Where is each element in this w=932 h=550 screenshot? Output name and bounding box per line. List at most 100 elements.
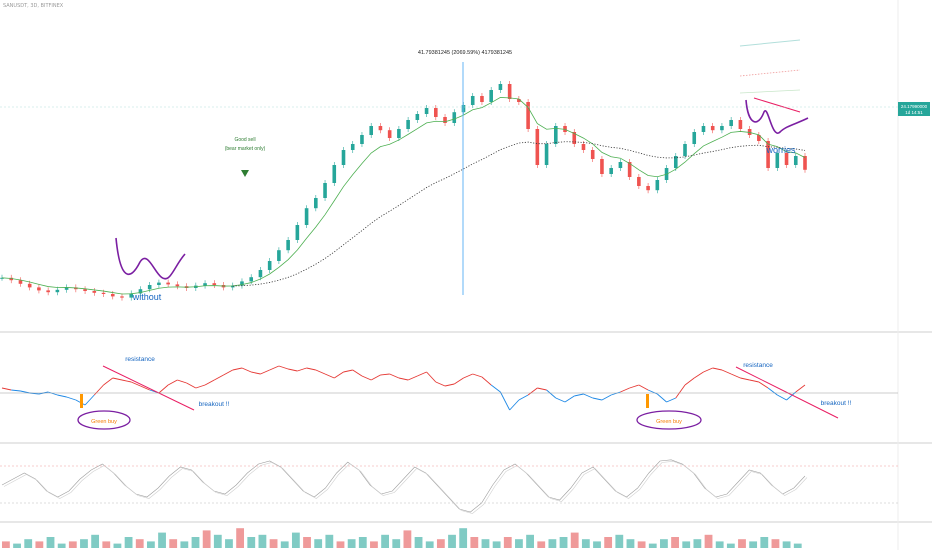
volume-bar xyxy=(793,543,802,548)
volume-bar xyxy=(180,541,189,548)
rsi-segment xyxy=(324,373,335,379)
rsi-segment xyxy=(93,384,104,396)
rsi-segment xyxy=(555,397,566,403)
candle-body xyxy=(784,153,789,165)
volume-bar xyxy=(682,541,691,548)
candle-body xyxy=(120,296,124,298)
rsi-segment xyxy=(315,369,326,375)
rsi-segment xyxy=(241,367,252,373)
double-bottom-left xyxy=(115,237,186,280)
candle-body xyxy=(295,225,300,240)
rsi-segment xyxy=(454,377,464,385)
candle-body xyxy=(406,120,410,129)
rsi-segment xyxy=(537,387,547,391)
rsi-segment xyxy=(481,376,492,386)
rsi-segment xyxy=(297,367,307,372)
candle-body xyxy=(692,132,697,144)
rsi-segment xyxy=(500,391,511,411)
volume-bar xyxy=(626,539,635,548)
green-buy-label-right: Green buy xyxy=(656,419,682,425)
rsi-segment xyxy=(121,379,132,383)
rsi-segment xyxy=(721,369,732,375)
rsi-segment xyxy=(611,391,621,396)
rsi-segment xyxy=(204,379,215,386)
rsi-layer xyxy=(1,365,806,411)
candle-body xyxy=(600,159,604,174)
candle-body xyxy=(0,277,4,279)
rsi-segment xyxy=(444,383,455,387)
volume-bar xyxy=(258,534,267,548)
candle-body xyxy=(434,108,438,117)
rsi-segment xyxy=(140,385,150,391)
rsi-segment xyxy=(112,377,123,381)
rsi-segment xyxy=(177,379,187,384)
green-buy-ellipse-right xyxy=(636,410,702,430)
candle-body xyxy=(452,112,457,123)
volume-bar xyxy=(24,539,33,548)
candle-body xyxy=(590,150,595,159)
candle-body xyxy=(378,126,383,131)
volume-bar xyxy=(13,543,21,548)
green-buy-ellipse-left xyxy=(77,410,131,430)
candle-body xyxy=(470,96,475,105)
volume-bar xyxy=(738,539,746,548)
volume-bar xyxy=(68,541,77,548)
rsi-segment xyxy=(223,369,233,376)
sma-dotted-line xyxy=(232,141,806,287)
candle-body xyxy=(766,141,770,168)
rsi-segment xyxy=(370,374,381,381)
volume-bar xyxy=(370,541,378,548)
rsi-segment xyxy=(103,377,114,386)
rsi-segment xyxy=(684,377,695,386)
buy-marker-right xyxy=(646,394,649,408)
candle-body xyxy=(673,156,678,168)
rsi-segment xyxy=(749,379,759,383)
volume-bar xyxy=(660,539,668,548)
rsi-segment xyxy=(666,397,676,403)
rsi-segment xyxy=(693,371,704,379)
rsi-segment xyxy=(288,368,298,372)
candle-body xyxy=(64,287,69,290)
candle-body xyxy=(9,277,14,281)
rsi-segment xyxy=(66,396,76,401)
volume-bar xyxy=(303,537,311,548)
rsi-segment xyxy=(343,369,353,373)
volume-bar xyxy=(91,534,100,548)
volume-bar xyxy=(481,539,490,548)
rsi-segment xyxy=(278,365,289,370)
symbol-header: SANUSDT, 3D, BITFINEX xyxy=(3,3,64,9)
volume-bar xyxy=(414,537,423,548)
rsi-segment xyxy=(730,373,741,379)
price-trendline-right xyxy=(753,97,801,113)
buy-marker-left xyxy=(80,394,83,408)
volume-bar xyxy=(191,537,200,548)
candle-body xyxy=(443,117,447,123)
candle-body xyxy=(526,102,530,129)
volume-bar xyxy=(771,539,780,548)
candle-body xyxy=(424,108,429,114)
rsi-segment xyxy=(583,393,593,399)
candle-body xyxy=(701,126,706,132)
candle-body xyxy=(803,156,807,170)
volume-bar xyxy=(225,539,233,548)
ema-line xyxy=(1,97,806,295)
rsi-segment xyxy=(638,384,649,391)
candle-body xyxy=(581,144,586,150)
volume-bar xyxy=(492,541,501,548)
price-badge[interactable] xyxy=(898,102,930,116)
measure-label: 41.79381245 (2069.59%) 4179381245 xyxy=(418,50,512,56)
sell-arrow-icon xyxy=(241,170,249,177)
candle-body xyxy=(129,293,134,298)
rsi-segment xyxy=(546,389,557,399)
rsi-segment xyxy=(186,382,197,389)
volume-bar xyxy=(80,539,88,548)
rsi-segment xyxy=(57,394,67,398)
rsi-segment xyxy=(407,375,418,381)
without-label: without xyxy=(132,292,162,302)
volume-bar xyxy=(671,537,679,548)
volume-bar xyxy=(236,528,245,548)
volume-bar xyxy=(459,528,468,548)
worries-label: worries xyxy=(765,145,796,155)
